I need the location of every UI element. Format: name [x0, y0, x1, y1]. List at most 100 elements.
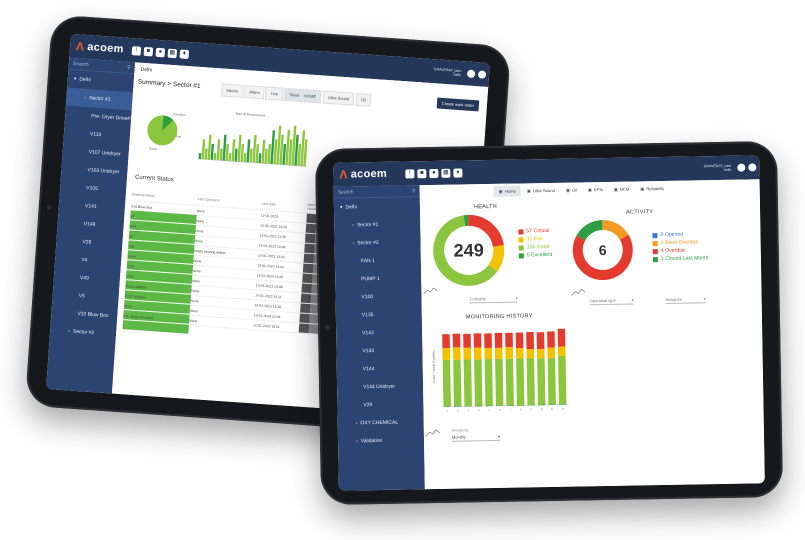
bar-segment-good[interactable] — [537, 358, 546, 405]
bar-segment-fair[interactable] — [442, 348, 451, 360]
bar-segment-good[interactable] — [526, 358, 535, 405]
donut-slice-good[interactable] — [433, 215, 498, 286]
bar-segment-critical[interactable] — [452, 333, 461, 348]
operation-type-select[interactable]: Operation type ▾ — [589, 297, 634, 306]
tab-alarm[interactable]: Alarm — [243, 85, 266, 100]
bar-segment-critical[interactable] — [473, 333, 482, 348]
col-last-comment[interactable]: Last Comment — [197, 196, 220, 203]
bar-segment-excellent[interactable] — [485, 405, 493, 407]
tab-advice[interactable]: Advice — [220, 83, 244, 98]
bar-segment-fair[interactable] — [494, 347, 503, 359]
sidebar-item[interactable]: › Sector #2 — [50, 321, 117, 344]
sidebar-item[interactable]: › Sector #1 — [334, 215, 420, 234]
activity-trend-icon[interactable] — [571, 286, 586, 296]
bar-segment-critical[interactable] — [484, 333, 492, 349]
sidebar-item[interactable]: V100 — [335, 287, 421, 306]
tab-reliability[interactable]: ▣ Reliability — [635, 183, 669, 195]
camera-icon[interactable]: ● — [429, 168, 439, 178]
bar-segment-fair[interactable] — [505, 346, 514, 359]
donut-slice-critical[interactable] — [467, 214, 504, 248]
bar-segment-good[interactable] — [495, 358, 504, 406]
bar-segment-excellent[interactable] — [537, 404, 546, 406]
donut-slice-overdue[interactable] — [572, 234, 633, 281]
bar-segment-critical[interactable] — [526, 332, 534, 350]
id-icon[interactable]: ■ — [417, 168, 427, 178]
bar-segment-critical[interactable] — [463, 333, 471, 348]
col-last-date[interactable]: Last Date — [261, 201, 277, 207]
create-work-order-button[interactable]: Create work order — [436, 97, 480, 112]
bar-segment-critical[interactable] — [515, 332, 524, 349]
bar-segment-good[interactable] — [558, 355, 567, 405]
bar-segment-good[interactable] — [516, 358, 525, 405]
module-tab[interactable]: Ultra Sound — [322, 90, 355, 106]
bar-segment-critical[interactable] — [536, 332, 545, 349]
profile-icon[interactable] — [748, 163, 757, 172]
profile-icon[interactable] — [477, 70, 487, 79]
bar-segment-good[interactable] — [474, 359, 483, 406]
camera-icon[interactable]: ● — [155, 47, 166, 57]
bar-segment-excellent[interactable] — [506, 405, 514, 406]
settings-icon[interactable] — [737, 163, 746, 172]
bell-icon[interactable]: ♦ — [453, 167, 463, 178]
bar-segment-fair[interactable] — [536, 348, 545, 359]
bar-segment-fair[interactable] — [557, 346, 566, 357]
bar-segment-fair[interactable] — [452, 347, 461, 360]
bell-icon[interactable]: ♦ — [179, 48, 190, 59]
bar-segment-fair[interactable] — [526, 349, 535, 359]
periodicity-select[interactable]: Monthly ▾ — [451, 433, 501, 442]
bar-segment-fair[interactable] — [547, 347, 556, 359]
bar-segment-critical[interactable] — [547, 331, 555, 348]
sidebar-item[interactable]: ▾ Delhi — [334, 197, 420, 216]
bar-segment-good[interactable] — [484, 359, 493, 406]
calendar-icon[interactable]: ▦ — [167, 48, 178, 58]
bar-segment-critical[interactable] — [557, 328, 566, 347]
monitoring-trend-icon[interactable] — [425, 427, 440, 437]
alert-icon[interactable]: ! — [131, 45, 142, 56]
legend-item[interactable]: 5 Excellent — [518, 251, 553, 260]
sidebar-item[interactable]: › Validation — [338, 431, 424, 450]
bar-segment-fair[interactable] — [484, 347, 493, 360]
donut-slice-fair[interactable] — [488, 245, 505, 272]
tab-ultra-sound[interactable]: ▣ Ultra Sound — [522, 185, 560, 197]
settings-icon[interactable] — [466, 69, 476, 79]
alert-icon[interactable]: ! — [405, 168, 415, 178]
sidebar-item[interactable]: V135 — [336, 305, 422, 324]
bar-segment-good[interactable] — [442, 359, 451, 407]
bar-segment-excellent[interactable] — [558, 404, 567, 405]
tab-oil[interactable]: ▣ Oil — [561, 184, 582, 195]
bar-segment-good[interactable] — [453, 359, 462, 407]
legend-item[interactable]: 1 Closed Last Month — [652, 254, 709, 263]
sidebar-item[interactable]: › Sector #2 — [334, 233, 420, 252]
bar-segment-excellent[interactable] — [453, 405, 462, 407]
tab-home[interactable]: ▣ Home — [493, 185, 521, 197]
bar-segment-fair[interactable] — [515, 347, 524, 359]
donut-slice-soon-overdue[interactable] — [602, 220, 629, 241]
breadcrumb[interactable]: Delhi — [140, 66, 153, 74]
sidebar-item[interactable]: V29 — [337, 395, 423, 414]
sidebar-item[interactable]: FAN 1 — [335, 251, 421, 270]
sidebar-item[interactable]: › OXY CHEMICAL — [338, 413, 424, 432]
bar-segment-excellent[interactable] — [548, 404, 556, 406]
bar-segment-critical[interactable] — [494, 332, 503, 348]
bar-segment-critical[interactable] — [505, 332, 513, 348]
bar-segment-excellent[interactable] — [516, 404, 525, 406]
tab-live[interactable]: Live — [265, 86, 284, 101]
user-info[interactable]: GRAVERAT_user hello — [704, 164, 732, 172]
bar-segment-excellent[interactable] — [443, 406, 451, 407]
health-trend-icon[interactable] — [423, 285, 438, 295]
criticality-select[interactable]: Criticality ▾ — [469, 295, 518, 304]
module-tab[interactable]: Oil — [355, 92, 372, 107]
bar-segment-critical[interactable] — [442, 334, 450, 349]
tab-kpis[interactable]: ▣ KPIs — [583, 184, 608, 195]
bar-segment-excellent[interactable] — [474, 405, 483, 407]
bar-segment-excellent[interactable] — [495, 405, 504, 406]
col-machine-name[interactable]: Machine Name — [131, 191, 155, 198]
calendar-icon[interactable]: ▦ — [441, 168, 451, 178]
bar-segment-fair[interactable] — [473, 347, 482, 360]
sidebar-item[interactable]: V144 Unidryer — [337, 377, 423, 396]
bar-segment-fair[interactable] — [463, 347, 472, 360]
bar-segment-good[interactable] — [463, 359, 472, 406]
tab-ncm[interactable]: ▣ NCM — [609, 183, 635, 194]
module-tab[interactable]: HOME — [298, 88, 322, 104]
sidebar-item[interactable]: V144 — [337, 359, 423, 378]
